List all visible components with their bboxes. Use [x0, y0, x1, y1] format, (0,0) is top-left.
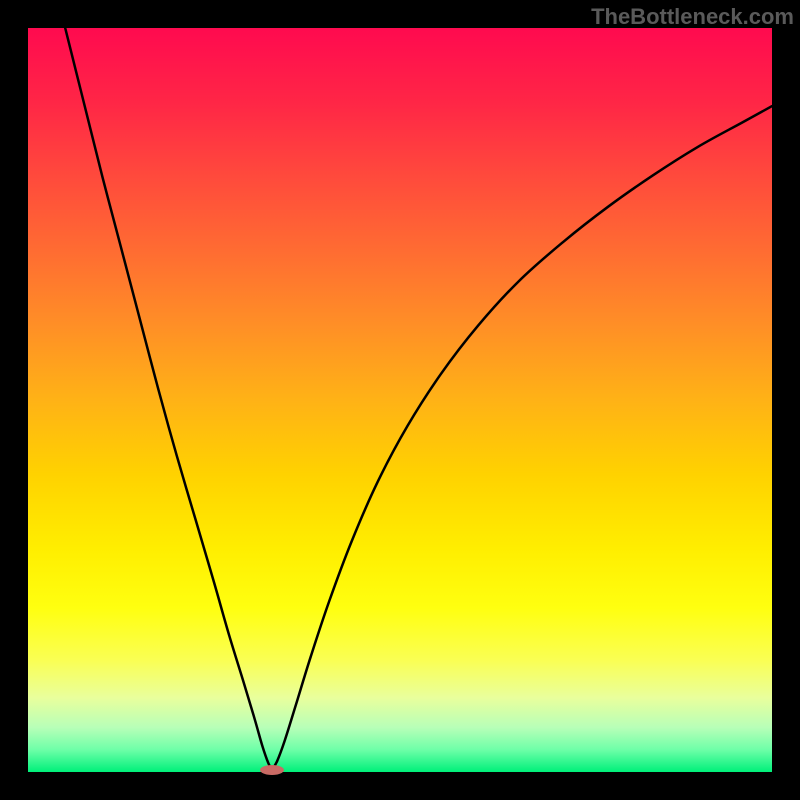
minimum-marker	[260, 765, 284, 775]
curve-line	[28, 28, 772, 772]
watermark-label: TheBottleneck.com	[591, 4, 794, 30]
